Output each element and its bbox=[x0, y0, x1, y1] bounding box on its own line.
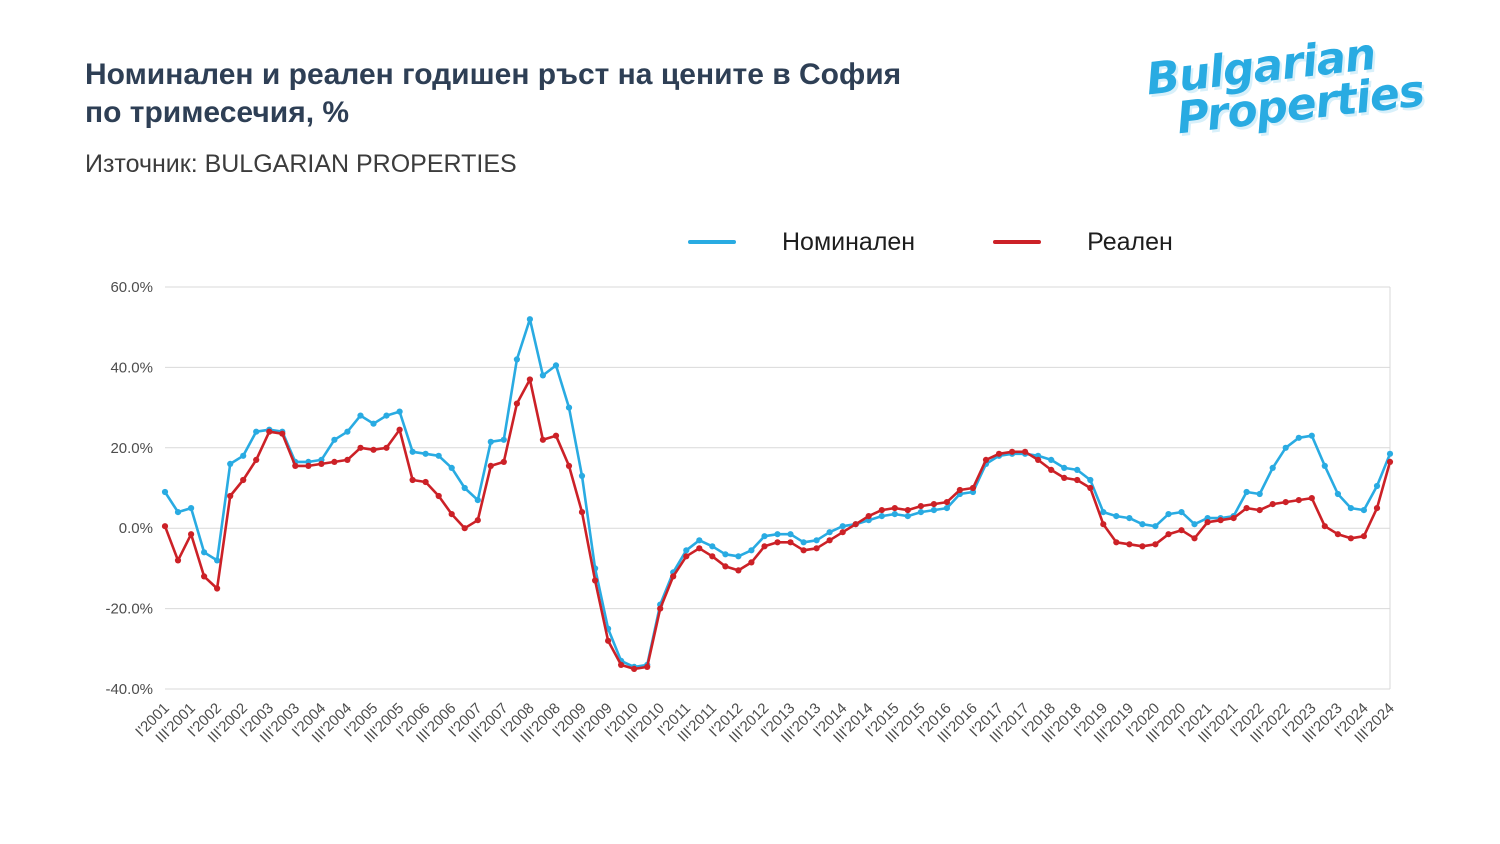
svg-text:-40.0%: -40.0% bbox=[105, 681, 153, 698]
page-title-line2: по тримесечия, % bbox=[85, 96, 350, 129]
source-label: Източник: BULGARIAN PROPERTIES bbox=[85, 150, 517, 178]
real-line-swatch bbox=[993, 240, 1042, 244]
legend-label-nominal: Номинален bbox=[782, 227, 916, 256]
svg-text:-20.0%: -20.0% bbox=[105, 601, 153, 618]
line-chart: 60.0% 40.0% 20.0% 0.0% -20.0% -40.0% I'2001 III… bbox=[0, 230, 1500, 810]
svg-text:0.0%: 0.0% bbox=[119, 520, 153, 537]
legend-item-real: Реален bbox=[993, 228, 1173, 257]
page-title-line1: Номинален и реален годишен ръст на ценит… bbox=[85, 58, 902, 91]
legend-item-nominal: Номинален bbox=[688, 228, 915, 257]
chart-canvas: 60.0%40.0%20.0%0.0%-20.0%-40.0%I'2001III… bbox=[105, 279, 1397, 746]
page-title: Номинален и реален годишен ръст на ценит… bbox=[85, 56, 901, 132]
nominal-line-swatch bbox=[688, 240, 736, 244]
bulgarian-properties-logo: Bulgarian Properties bbox=[1144, 29, 1427, 144]
svg-text:60.0%: 60.0% bbox=[110, 279, 153, 296]
legend-label-real: Реален bbox=[1087, 227, 1173, 256]
svg-text:20.0%: 20.0% bbox=[110, 440, 153, 457]
svg-text:40.0%: 40.0% bbox=[110, 359, 153, 376]
chart-legend: Номинален Реален bbox=[688, 226, 1173, 258]
